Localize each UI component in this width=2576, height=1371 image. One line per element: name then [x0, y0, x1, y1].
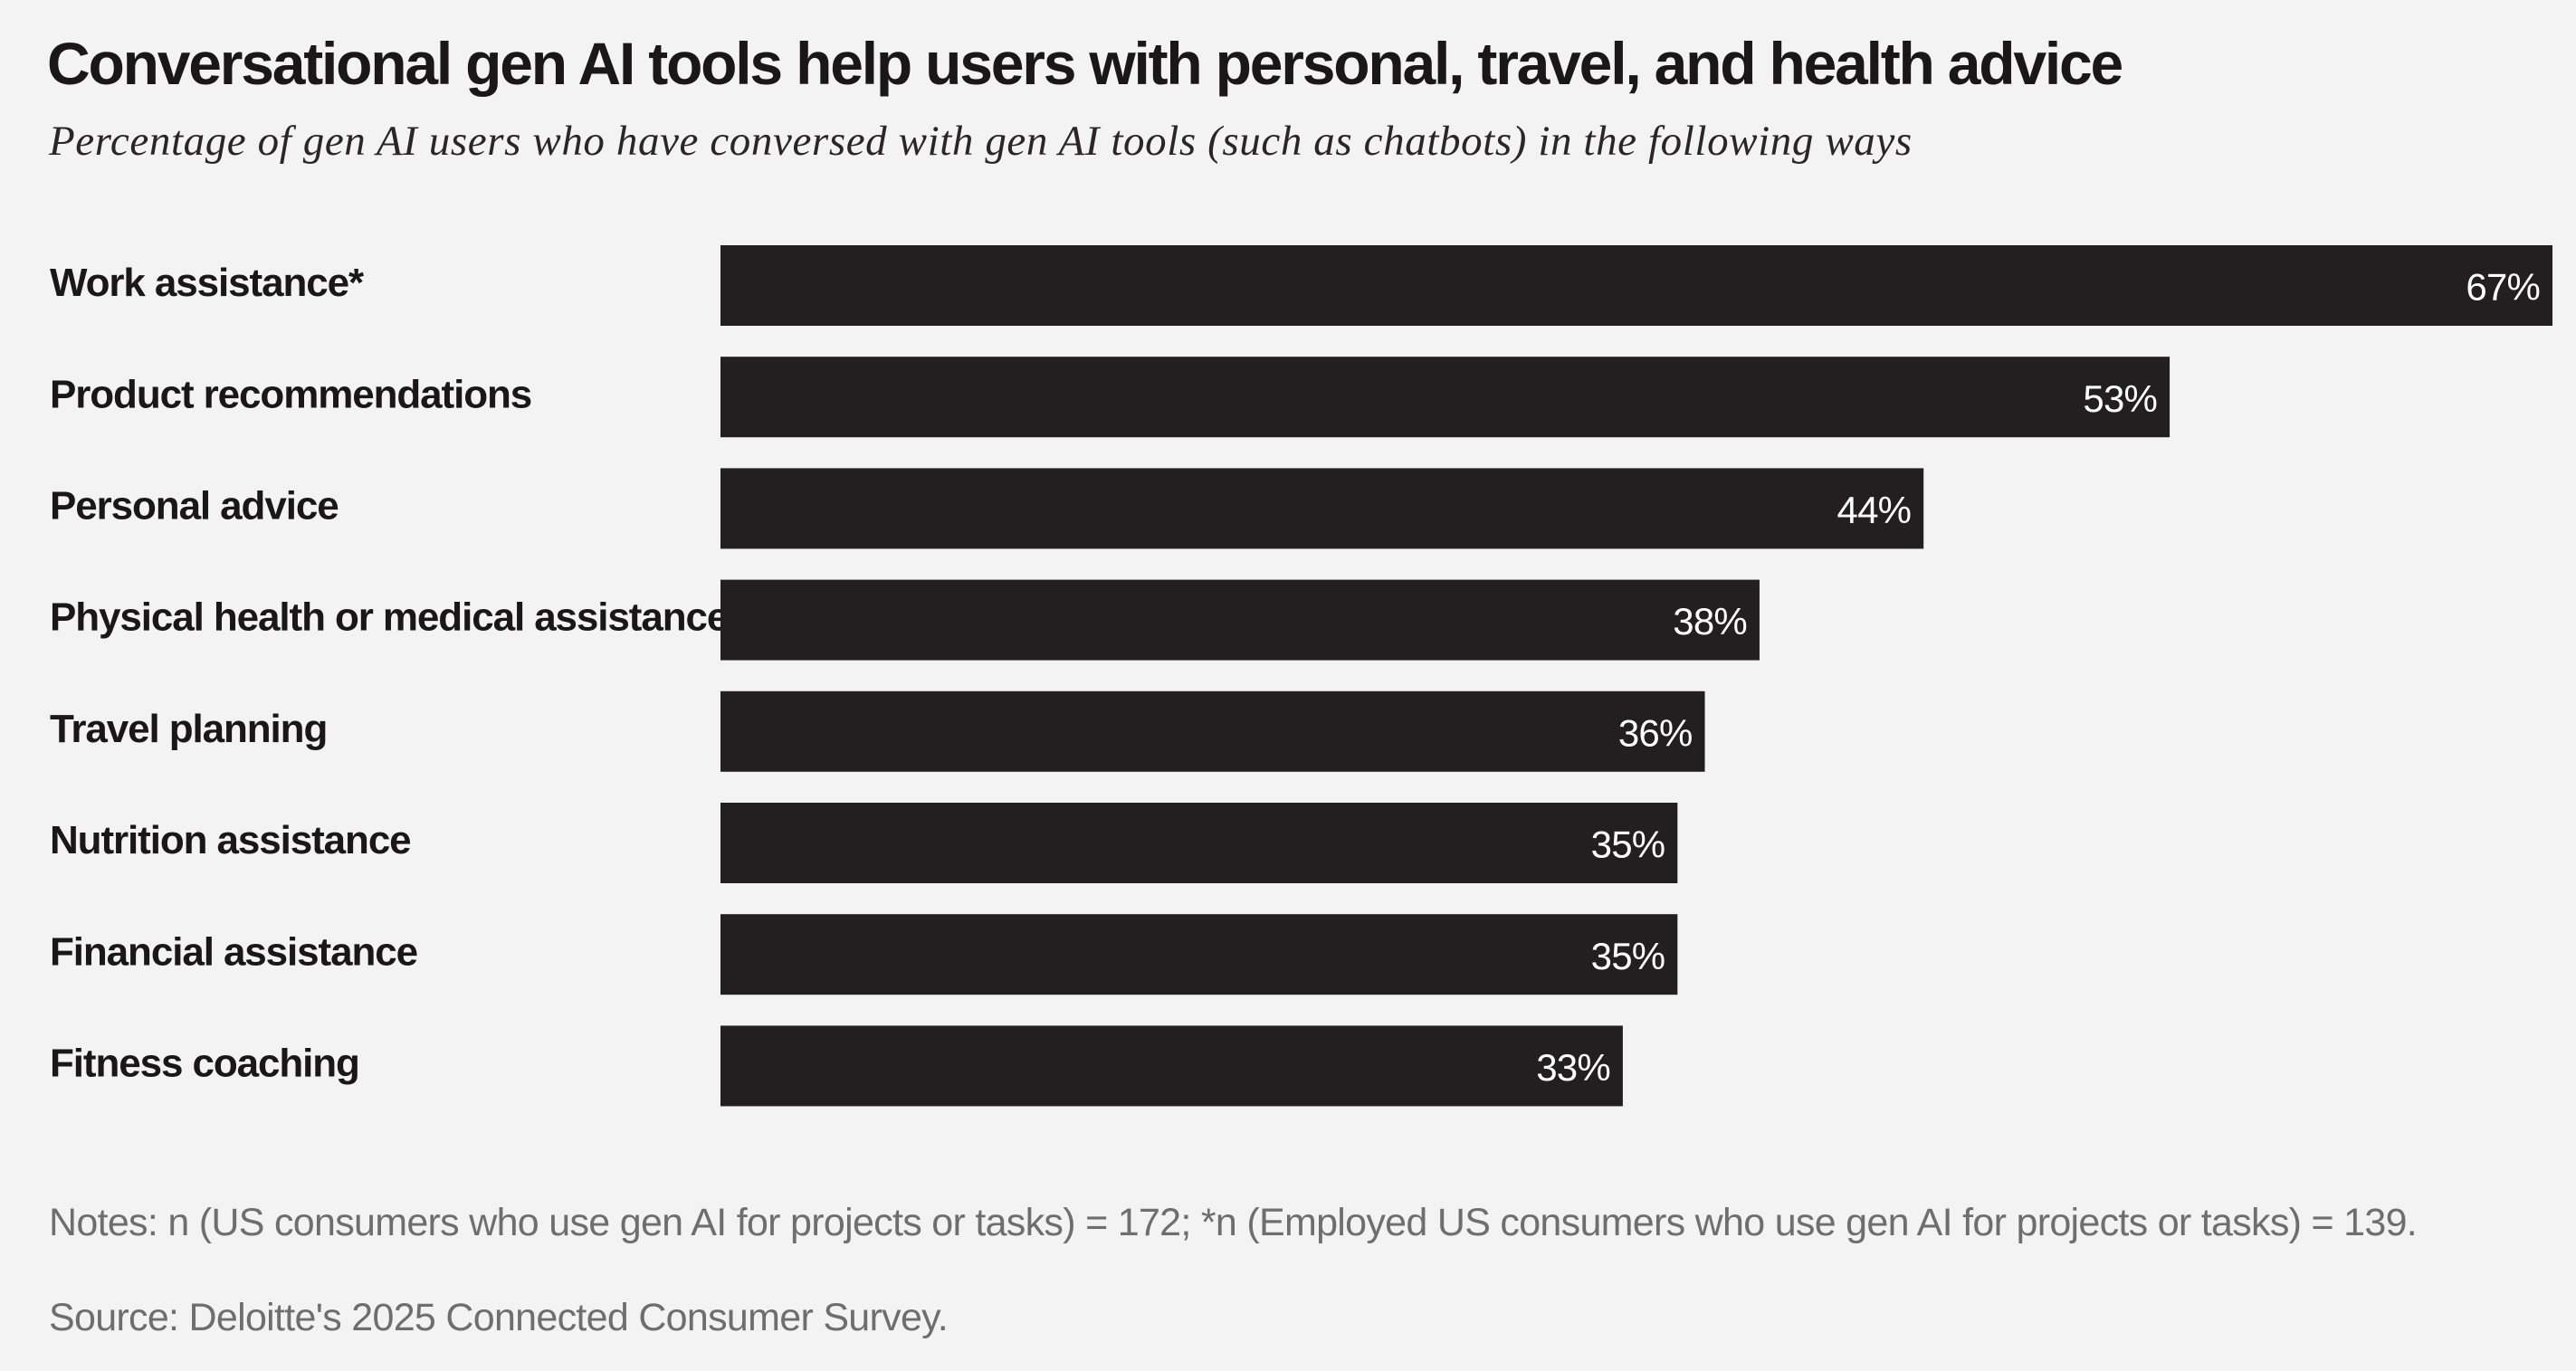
- bar: [720, 1025, 1623, 1107]
- chart-source: Source: Deloitte's 2025 Connected Consum…: [49, 1296, 949, 1339]
- category-label: Physical health or medical assistance: [50, 595, 728, 640]
- bar: [720, 245, 2552, 326]
- bar: [720, 914, 1678, 995]
- chart-notes: Notes: n (US consumers who use gen AI fo…: [49, 1201, 2418, 1244]
- category-label: Financial assistance: [50, 929, 417, 974]
- category-label: Nutrition assistance: [50, 818, 411, 862]
- category-label: Product recommendations: [50, 372, 531, 416]
- bar: [720, 579, 1760, 661]
- bar: [720, 357, 2171, 438]
- chart-title: Conversational gen AI tools help users w…: [47, 30, 2123, 97]
- value-label: 38%: [1673, 600, 1747, 643]
- bar: [720, 690, 1705, 772]
- category-label: Personal advice: [50, 484, 339, 528]
- value-label: 67%: [2466, 266, 2540, 309]
- value-label: 33%: [1536, 1046, 1610, 1089]
- value-label: 36%: [1618, 711, 1693, 754]
- category-label: Travel planning: [50, 707, 327, 751]
- value-label: 44%: [1837, 489, 1912, 531]
- bar: [720, 468, 1924, 549]
- value-label: 53%: [2083, 377, 2157, 420]
- bar: [720, 803, 1678, 883]
- category-label: Fitness coaching: [50, 1042, 359, 1086]
- value-label: 35%: [1591, 935, 1665, 977]
- chart-subtitle: Percentage of gen AI users who have conv…: [49, 118, 1913, 165]
- value-label: 35%: [1591, 824, 1665, 866]
- category-label: Work assistance*: [50, 261, 365, 305]
